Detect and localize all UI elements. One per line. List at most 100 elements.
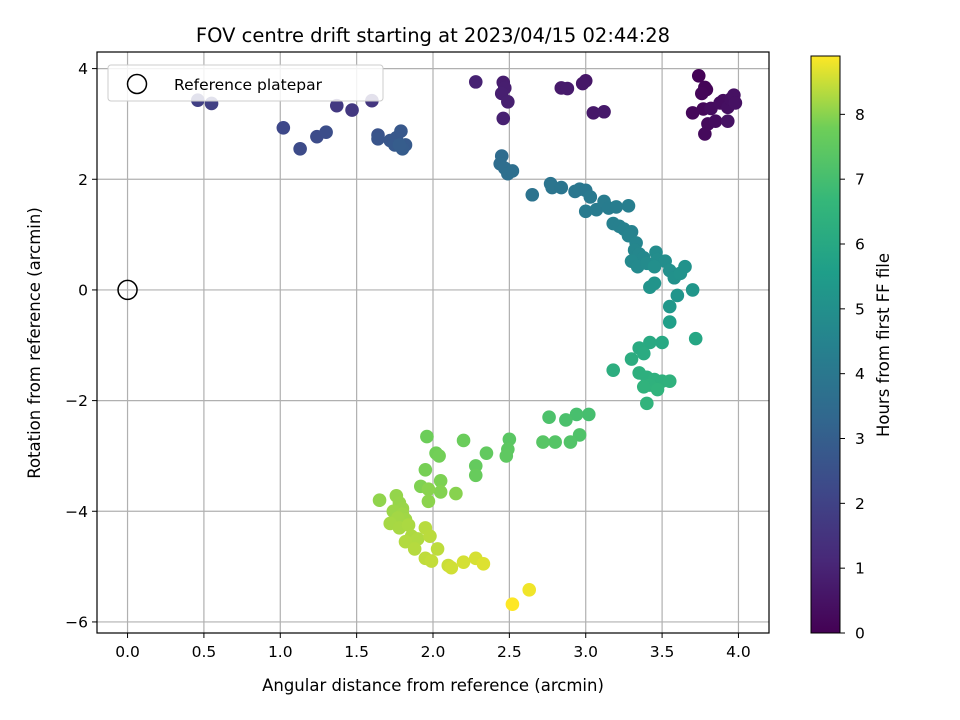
y-tick-label: −2 [65, 392, 88, 410]
data-point [643, 335, 657, 350]
data-point [329, 98, 344, 113]
colorbar-ticks: 0 1 2 3 4 5 6 7 8 [840, 106, 865, 643]
x-tick-label: 4.0 [726, 643, 751, 661]
data-point [554, 180, 569, 195]
data-point [456, 555, 471, 569]
data-point [647, 259, 662, 274]
data-point [685, 283, 700, 297]
data-point [655, 335, 669, 350]
data-point [691, 68, 706, 83]
colorbar-tick-label: 5 [855, 300, 865, 318]
colorbar-tick-label: 0 [855, 625, 865, 643]
colorbar-tick-label: 2 [855, 495, 865, 513]
data-point [621, 199, 636, 213]
data-point [501, 95, 515, 109]
data-point [662, 374, 677, 389]
data-point [575, 76, 590, 91]
data-point [670, 288, 685, 303]
x-tick-label: 2.5 [497, 643, 522, 661]
data-point [430, 542, 445, 556]
x-tick-label: 3.5 [650, 643, 675, 661]
data-point [636, 346, 651, 361]
data-point [401, 518, 416, 532]
data-point [695, 86, 709, 101]
colorbar-tick-label: 6 [855, 236, 865, 254]
data-point [643, 280, 657, 294]
data-point [499, 449, 514, 463]
data-point [572, 428, 587, 442]
y-axis-ticks: −6 −4 −2 0 2 4 [65, 60, 97, 631]
y-tick-label: −4 [65, 503, 88, 521]
data-point [444, 560, 459, 575]
data-point [685, 106, 700, 120]
data-point [433, 474, 448, 488]
data-point [421, 482, 436, 496]
data-point [678, 259, 692, 274]
data-point [688, 331, 703, 346]
legend-box [107, 64, 384, 102]
grid-lines [97, 52, 769, 633]
data-point [293, 142, 307, 156]
y-tick-label: 4 [78, 60, 88, 78]
data-point [398, 534, 413, 549]
x-tick-label: 0.5 [192, 643, 217, 661]
y-tick-label: 0 [78, 281, 88, 299]
data-point [502, 432, 517, 447]
data-point [586, 106, 601, 120]
x-tick-label: 0.0 [115, 643, 140, 661]
data-point [496, 111, 511, 126]
y-tick-label: −6 [65, 613, 88, 631]
data-point [456, 433, 471, 448]
data-points [191, 68, 743, 612]
data-point [662, 315, 677, 329]
colorbar-tick-label: 1 [855, 560, 865, 578]
colorbar-tick-label: 8 [855, 106, 865, 124]
data-point [640, 396, 654, 411]
data-point [418, 462, 433, 477]
x-axis-label: Angular distance from reference (arcmin) [262, 676, 604, 695]
colorbar-tick-label: 3 [855, 430, 865, 448]
data-point [560, 81, 575, 96]
data-point [449, 486, 463, 501]
data-point [371, 132, 385, 146]
data-point [720, 114, 735, 128]
reference-platepar-marker [117, 279, 138, 301]
data-point [542, 410, 556, 425]
x-tick-label: 1.5 [344, 643, 369, 661]
data-point [606, 363, 621, 377]
data-point [708, 114, 723, 128]
data-point [728, 96, 743, 110]
data-point [468, 75, 483, 89]
legend-marker-icon [126, 73, 148, 95]
data-point [698, 127, 712, 141]
data-point [563, 435, 578, 449]
data-point [420, 429, 434, 444]
data-point [548, 435, 562, 449]
data-point [468, 468, 483, 483]
data-point [581, 407, 596, 422]
chart-title: FOV centre drift starting at 2023/04/15 … [196, 24, 670, 47]
data-point [421, 494, 436, 509]
data-point [578, 204, 593, 219]
legend-entry-reference-platepar: Reference platepar [174, 76, 323, 94]
data-point [468, 459, 483, 473]
data-point [583, 190, 598, 204]
data-point [407, 542, 422, 556]
data-point [522, 583, 537, 597]
x-tick-label: 1.0 [268, 643, 293, 661]
x-axis-ticks: 0.0 0.5 1.0 1.5 2.0 2.5 3.0 3.5 4.0 [115, 633, 751, 661]
data-point [319, 125, 333, 140]
data-point [476, 557, 491, 571]
data-point [276, 121, 291, 135]
data-point [505, 164, 520, 178]
x-tick-label: 2.0 [421, 643, 446, 661]
data-point [662, 299, 677, 314]
y-axis-label: Rotation from reference (arcmin) [25, 207, 44, 479]
data-point [636, 379, 651, 394]
data-point [624, 352, 639, 366]
data-point [559, 413, 573, 427]
colorbar [810, 55, 841, 634]
data-point [372, 493, 387, 508]
colorbar-tick-label: 4 [855, 365, 865, 383]
data-point [423, 529, 437, 543]
